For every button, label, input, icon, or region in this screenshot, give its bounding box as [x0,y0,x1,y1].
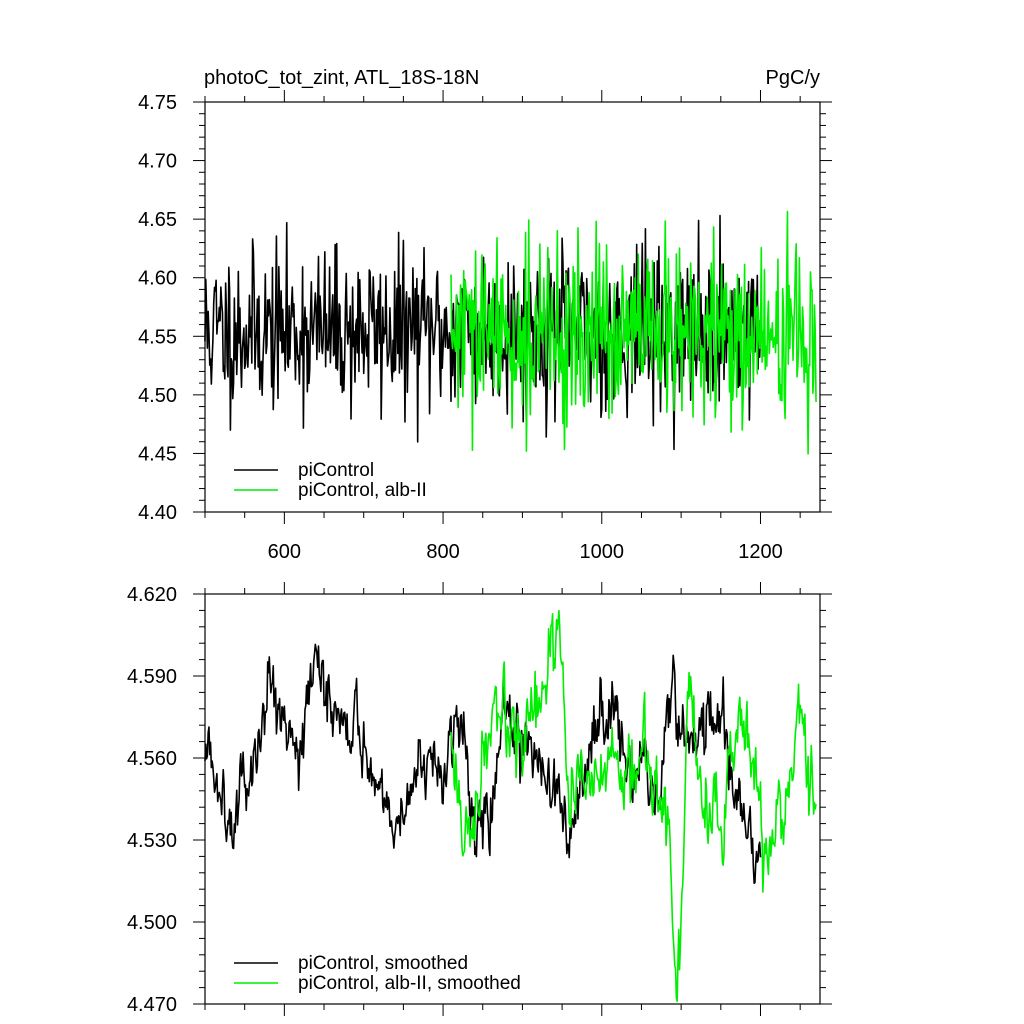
y-tick-label: 4.50 [138,385,177,407]
y-tick-label: 4.500 [127,912,177,934]
bottom-panel-ticks: 4.470 4.500 4.530 4.560 4.590 4.620 [127,582,832,1016]
y-tick-label: 4.60 [138,268,177,290]
y-tick-label: 4.620 [127,584,177,606]
y-tick-label: 4.55 [138,326,177,348]
bottom-panel-series-group [204,609,817,1003]
y-tick-label: 4.560 [127,748,177,770]
y-tick-label: 4.470 [127,994,177,1016]
x-tick-label: 600 [268,541,301,563]
top-panel-units: PgC/y [766,67,820,89]
top-panel: photoC_tot_zint, ATL_18S-18N PgC/y 600 80… [138,67,832,563]
top-panel-ticks: 600 800 1000 1200 4.40 4.45 4.50 4.55 4.60 4.65 4.… [138,90,832,563]
bottom-series-line-1 [450,609,817,1003]
top-panel-frame [204,101,821,513]
top-panel-title: photoC_tot_zint, ATL_18S-18N [204,67,479,89]
bottom-legend-label-0: piControl, smoothed [298,953,468,974]
y-tick-label: 4.40 [138,502,177,524]
bottom-panel-frame [204,593,821,1005]
top-legend-label-1: piControl, alb-II [298,480,427,501]
bottom-series-line-0 [204,643,762,884]
y-tick-label: 4.530 [127,830,177,852]
y-tick-label: 4.65 [138,209,177,231]
x-tick-label: 1200 [738,541,783,563]
y-tick-label: 4.45 [138,443,177,465]
top-panel-series-group [204,210,817,455]
x-tick-label: 800 [426,541,459,563]
bottom-legend-label-1: piControl, alb-II, smoothed [298,973,521,994]
bottom-panel: 4.470 4.500 4.530 4.560 4.590 4.620 piControl… [127,582,832,1016]
top-legend-label-0: piControl [298,460,374,481]
y-tick-label: 4.590 [127,666,177,688]
top-series-line-1 [450,210,817,455]
y-tick-label: 4.70 [138,151,177,173]
y-tick-label: 4.75 [138,92,177,114]
x-tick-label: 1000 [580,541,625,563]
